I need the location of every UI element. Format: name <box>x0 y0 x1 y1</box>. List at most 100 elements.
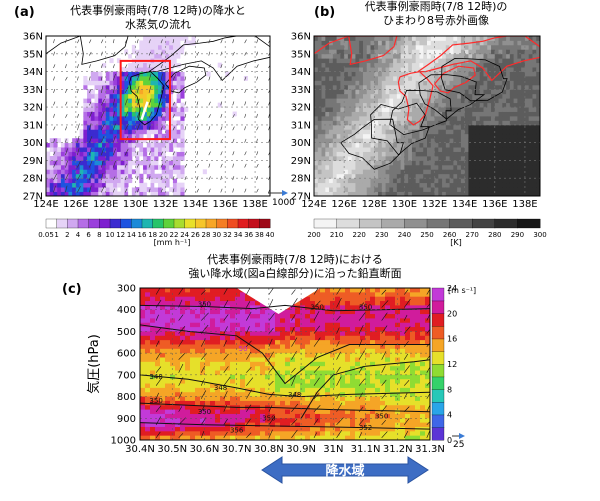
ir-cell <box>367 183 371 188</box>
ir-cell <box>348 103 352 108</box>
ir-cell <box>517 138 521 143</box>
precip-cell <box>151 147 155 152</box>
ir-cell <box>438 183 442 188</box>
precip-cell <box>180 165 184 170</box>
ir-cell <box>367 138 371 143</box>
precip-cell <box>121 156 125 161</box>
ir-cell <box>532 156 536 161</box>
ir-cell <box>337 54 341 59</box>
ir-cell <box>502 187 506 192</box>
ir-cell <box>525 138 529 143</box>
ir-cell <box>427 187 431 192</box>
speed-cell <box>150 366 156 371</box>
panel-a-x-tick-label: 136E <box>212 199 237 210</box>
speed-cell <box>265 336 271 341</box>
ir-cell <box>329 147 333 152</box>
ir-cell <box>419 49 423 54</box>
ir-cell <box>484 85 488 90</box>
ir-cell <box>363 138 367 143</box>
speed-cell <box>180 397 186 402</box>
ir-cell <box>412 152 416 157</box>
ir-cell <box>337 76 341 81</box>
speed-cell <box>210 314 216 319</box>
colorbar-tick-label: 2 <box>65 231 69 239</box>
precip-cell <box>57 174 61 179</box>
ir-cell <box>514 89 518 94</box>
panel-a-title-line2: 水蒸気の流れ <box>125 17 191 31</box>
ir-cell <box>438 160 442 165</box>
ir-cell <box>525 94 529 99</box>
ir-cell <box>435 125 439 130</box>
ir-cell <box>367 54 371 59</box>
ir-cell <box>446 129 450 134</box>
precip-cell <box>87 54 91 59</box>
precip-cell <box>136 67 140 72</box>
ir-cell <box>386 125 390 130</box>
ir-cell <box>506 183 510 188</box>
ir-cell <box>363 178 367 183</box>
ir-cell <box>442 160 446 165</box>
speed-cell <box>190 344 196 349</box>
speed-cell <box>225 310 231 315</box>
speed-cell <box>295 401 301 406</box>
speed-cell <box>280 418 286 423</box>
ir-cell <box>487 152 491 157</box>
ir-cell <box>484 165 488 170</box>
precip-cell <box>109 107 113 112</box>
ir-cell <box>412 156 416 161</box>
speed-cell <box>255 331 261 336</box>
speed-cell <box>240 301 246 306</box>
speed-cell <box>185 397 191 402</box>
precip-cell <box>50 169 54 174</box>
ir-cell <box>318 143 322 148</box>
speed-cell <box>230 336 236 341</box>
ir-cell <box>446 138 450 143</box>
ir-cell <box>386 165 390 170</box>
speed-cell <box>220 375 226 380</box>
ir-cell <box>435 103 439 108</box>
ir-cell <box>329 63 333 68</box>
precip-cell <box>61 143 65 148</box>
ir-cell <box>397 134 401 139</box>
speed-cell <box>280 427 286 432</box>
precip-cell <box>173 120 177 125</box>
speed-cell <box>165 288 171 293</box>
ir-cell <box>446 54 450 59</box>
speed-cell <box>245 318 251 323</box>
precip-cell <box>165 45 169 50</box>
ir-cell <box>389 94 393 99</box>
speed-cell <box>270 323 276 328</box>
speed-cell <box>300 314 306 319</box>
speed-cell <box>255 401 261 406</box>
precip-cell <box>147 156 151 161</box>
ir-cell <box>532 187 536 192</box>
ir-cell <box>468 49 472 54</box>
ir-cell <box>468 45 472 50</box>
precip-cell <box>154 187 158 192</box>
precip-cell <box>87 116 91 121</box>
ir-cell <box>514 107 518 112</box>
ir-cell <box>408 147 412 152</box>
precip-cell <box>76 156 80 161</box>
ir-cell <box>337 120 341 125</box>
precip-cell <box>113 116 117 121</box>
ir-cell <box>404 174 408 179</box>
precip-cell <box>128 187 132 192</box>
speed-cell <box>215 301 221 306</box>
ir-cell <box>529 174 533 179</box>
colorbar-swatch <box>46 219 57 228</box>
ir-cell <box>506 85 510 90</box>
ir-cell <box>374 76 378 81</box>
ir-cell <box>442 40 446 45</box>
ir-cell <box>476 107 480 112</box>
ir-cell <box>386 147 390 152</box>
ir-cell <box>480 178 484 183</box>
speed-cell <box>140 405 146 410</box>
ir-cell <box>517 107 521 112</box>
speed-cell <box>290 401 296 406</box>
ir-cell <box>476 183 480 188</box>
ir-cell <box>348 129 352 134</box>
ir-cell <box>325 54 329 59</box>
precip-cell <box>109 178 113 183</box>
